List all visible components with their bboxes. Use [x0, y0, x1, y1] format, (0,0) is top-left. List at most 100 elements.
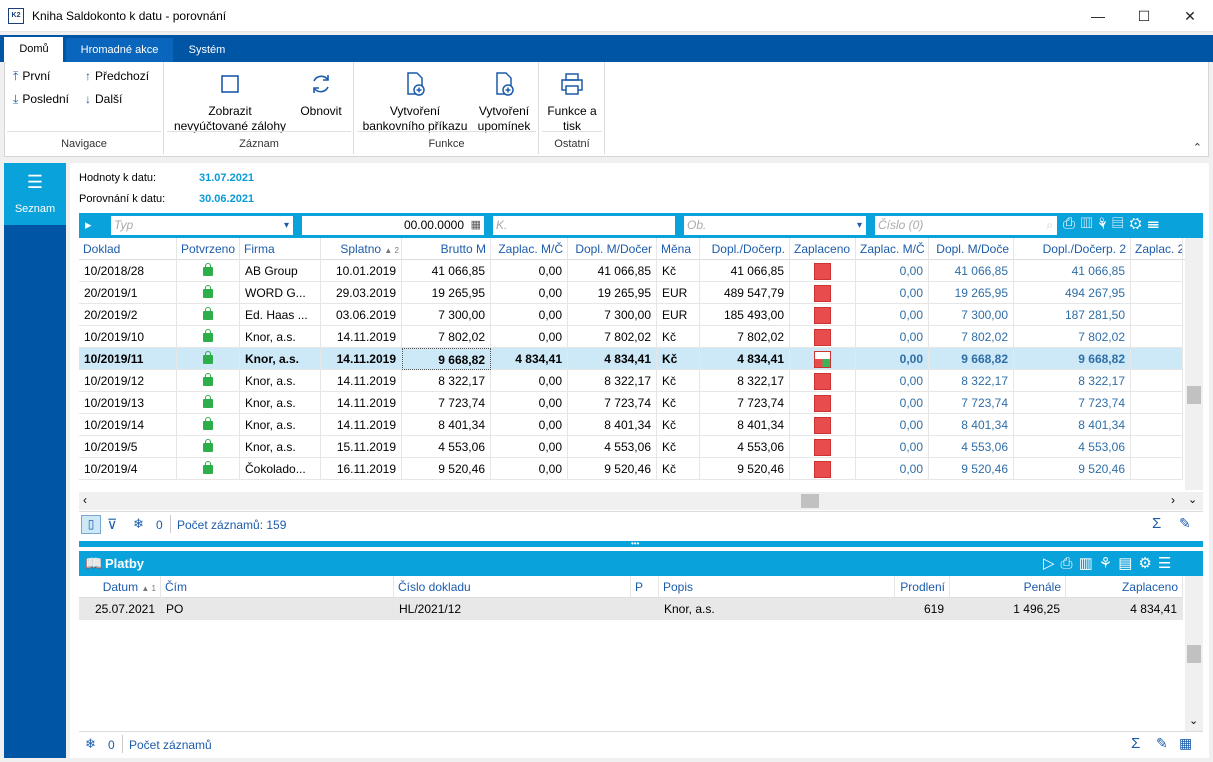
lock-icon [203, 263, 213, 276]
typ-filter[interactable]: Typ ▾ [111, 216, 293, 235]
table-row[interactable]: 10/2019/13 Knor, a.s. 14.11.2019 7 723,74 0,… [79, 392, 1183, 414]
col-zaplac[interactable]: Zaplac. M/Č [491, 238, 568, 260]
columns-icon[interactable]: ▤ [1118, 555, 1139, 572]
tab-system[interactable]: Systém [188, 44, 226, 56]
menu-icon[interactable]: ☰ [1157, 555, 1178, 572]
filter-people-icon[interactable]: ⚘ [1098, 555, 1119, 572]
col-cim[interactable]: Čím [161, 576, 394, 598]
sum-icon[interactable]: Σ [1152, 515, 1162, 532]
columns-icon[interactable]: ▤ [1112, 215, 1130, 232]
functions-print-button[interactable]: Funkce a tisk [543, 70, 601, 134]
gear-icon[interactable]: ⚙ [1129, 215, 1148, 232]
snowflake-icon[interactable]: ❄ [85, 736, 96, 751]
payments-status-bar: ❄ 0 Počet záznamů Σ ✎ ▦ [79, 731, 1203, 758]
last-button[interactable]: ⤓ Poslední [13, 92, 70, 106]
sum-icon[interactable]: Σ [1131, 735, 1141, 752]
col-p[interactable]: P [631, 576, 659, 598]
chart-icon[interactable]: ▥ [1078, 555, 1099, 572]
col-brutto[interactable]: Brutto M [402, 238, 491, 260]
payments-header: 📖 Platby ▷⎙▥⚘▤⚙☰ [79, 551, 1203, 576]
printer-icon [561, 73, 583, 95]
calendar-icon[interactable]: ▦ [470, 219, 481, 231]
col-mena[interactable]: Měna [657, 238, 700, 260]
col-dopl[interactable]: Dopl. M/Dočer [568, 238, 657, 260]
create-reminders-button[interactable]: Vytvoření upomínek [473, 70, 535, 134]
scroll-thumb[interactable] [1187, 645, 1201, 663]
cislo-filter[interactable]: Číslo (0) ⌕ [875, 216, 1057, 235]
menu-icon[interactable]: ☰ [1147, 215, 1165, 232]
filter-people-icon[interactable]: ⚘ [1098, 215, 1113, 232]
scroll-down-icon[interactable]: ⌄ [1188, 494, 1198, 506]
play-icon[interactable]: ▸ [85, 217, 92, 232]
play-icon[interactable]: ▷ [1043, 555, 1061, 572]
search-icon[interactable]: ⌕ [1046, 218, 1053, 232]
vertical-scrollbar[interactable] [1185, 238, 1203, 490]
panel-splitter[interactable]: ••• [79, 540, 1203, 548]
chart-icon[interactable]: ▥ [1081, 215, 1099, 232]
scroll-thumb[interactable] [1187, 386, 1201, 404]
refresh-button[interactable]: Obnovit [293, 70, 349, 119]
printer-icon[interactable]: ⎙ [1060, 555, 1079, 572]
col-doklad[interactable]: Doklad [79, 238, 177, 260]
scroll-down-icon[interactable]: ⌄ [1189, 715, 1199, 727]
scroll-left-icon[interactable]: ‹ [83, 493, 87, 507]
collapse-ribbon-icon[interactable]: ⌃ [1192, 142, 1202, 154]
snowflake-icon[interactable]: ❄ [133, 516, 144, 531]
maximize-button[interactable]: ☐ [1137, 8, 1151, 24]
col-popis[interactable]: Popis [659, 576, 895, 598]
table-row[interactable]: 20/2019/1 WORD G... 29.03.2019 19 265,95 0,0… [79, 282, 1183, 304]
create-bank-order-button[interactable]: Vytvoření bankovního příkazu [359, 70, 471, 134]
grid-header: Doklad Potvrzeno Firma Splatno ▲ 2 Brutt… [79, 238, 1203, 260]
grid-toolbar: ⎙▥⚘▤⚙☰ [1063, 215, 1165, 232]
table-row[interactable]: 25.07.2021 PO HL/2021/12 Knor, a.s. 619 … [79, 598, 1183, 620]
table-row[interactable]: 10/2019/11 Knor, a.s. 14.11.2019 9 668,82 4 … [79, 348, 1183, 370]
table-row[interactable]: 10/2018/28 AB Group 10.01.2019 41 066,85 0,0… [79, 260, 1183, 282]
sidebar-item-seznam[interactable]: ☰ Seznam [4, 163, 66, 225]
col-dopl-docerp[interactable]: Dopl./Dočerp. [700, 238, 790, 260]
col-penale[interactable]: Penále [950, 576, 1066, 598]
tab-domu[interactable]: Domů [4, 37, 63, 62]
horizontal-scrollbar[interactable]: ‹ › ⌄ [79, 492, 1203, 510]
col-prodleni[interactable]: Prodlení [895, 576, 950, 598]
table-row[interactable]: 20/2019/2 Ed. Haas ... 03.06.2019 7 300,00 0… [79, 304, 1183, 326]
col-firma[interactable]: Firma [240, 238, 321, 260]
next-button[interactable]: ↓ Další [85, 92, 123, 106]
dropdown-icon[interactable]: ▾ [283, 220, 289, 231]
col-zaplac-2[interactable]: Zaplac. M/Č [856, 238, 929, 260]
book-icon[interactable]: ▯ [81, 515, 101, 534]
table-row[interactable]: 10/2019/5 Knor, a.s. 15.11.2019 4 553,06 0,0… [79, 436, 1183, 458]
table-row[interactable]: 10/2019/10 Knor, a.s. 14.11.2019 7 802,02 0,… [79, 326, 1183, 348]
date-filter[interactable]: 00.00.0000 ▦ [302, 216, 484, 235]
col-dopl-2[interactable]: Dopl. M/Doče [929, 238, 1014, 260]
col-zaplac-3[interactable]: Zaplac. 2 [1131, 238, 1183, 260]
lock-icon [203, 329, 213, 342]
table-row[interactable]: 10/2019/14 Knor, a.s. 14.11.2019 8 401,34 0,… [79, 414, 1183, 436]
printer-icon[interactable]: ⎙ [1063, 215, 1082, 232]
table-row[interactable]: 10/2019/4 Čokolado... 16.11.2019 9 520,46 0,… [79, 458, 1183, 480]
tab-hromadne-akce[interactable]: Hromadné akce [66, 38, 173, 62]
col-splatno[interactable]: Splatno ▲ 2 [321, 238, 402, 260]
col-cislo-dokladu[interactable]: Číslo dokladu [394, 576, 631, 598]
edit-icon[interactable]: ✎ [1156, 735, 1168, 751]
scroll-right-icon[interactable]: › [1171, 493, 1175, 507]
ob-filter[interactable]: Ob. ▾ [684, 216, 866, 235]
scroll-thumb[interactable] [801, 494, 819, 508]
col-potvrzeno[interactable]: Potvrzeno [177, 238, 240, 260]
first-button[interactable]: ⤒ První [13, 69, 51, 83]
payments-vertical-scrollbar[interactable]: ⌄ [1185, 576, 1203, 731]
col-datum[interactable]: Datum ▲ 1 [79, 576, 161, 598]
col-zaplaceno[interactable]: Zaplaceno [1066, 576, 1183, 598]
previous-button[interactable]: ↑ Předchozí [85, 69, 150, 83]
show-advances-button[interactable]: Zobrazit nevyúčtované zálohy [171, 70, 289, 134]
col-zaplaceno[interactable]: Zaplaceno [790, 238, 856, 260]
gear-icon[interactable]: ⚙ [1138, 555, 1158, 572]
col-dopl-docerp-2[interactable]: Dopl./Dočerp. 2 [1014, 238, 1131, 260]
dropdown-icon[interactable]: ▾ [856, 220, 862, 231]
minimize-button[interactable]: — [1091, 8, 1105, 24]
k-filter[interactable]: K. [493, 216, 675, 235]
table-row[interactable]: 10/2019/12 Knor, a.s. 14.11.2019 8 322,17 0,… [79, 370, 1183, 392]
close-button[interactable]: ✕ [1184, 8, 1196, 24]
filter-icon[interactable]: ⊽ [107, 516, 118, 532]
table-edit-icon[interactable]: ▦ [1179, 735, 1193, 751]
edit-icon[interactable]: ✎ [1179, 515, 1191, 531]
